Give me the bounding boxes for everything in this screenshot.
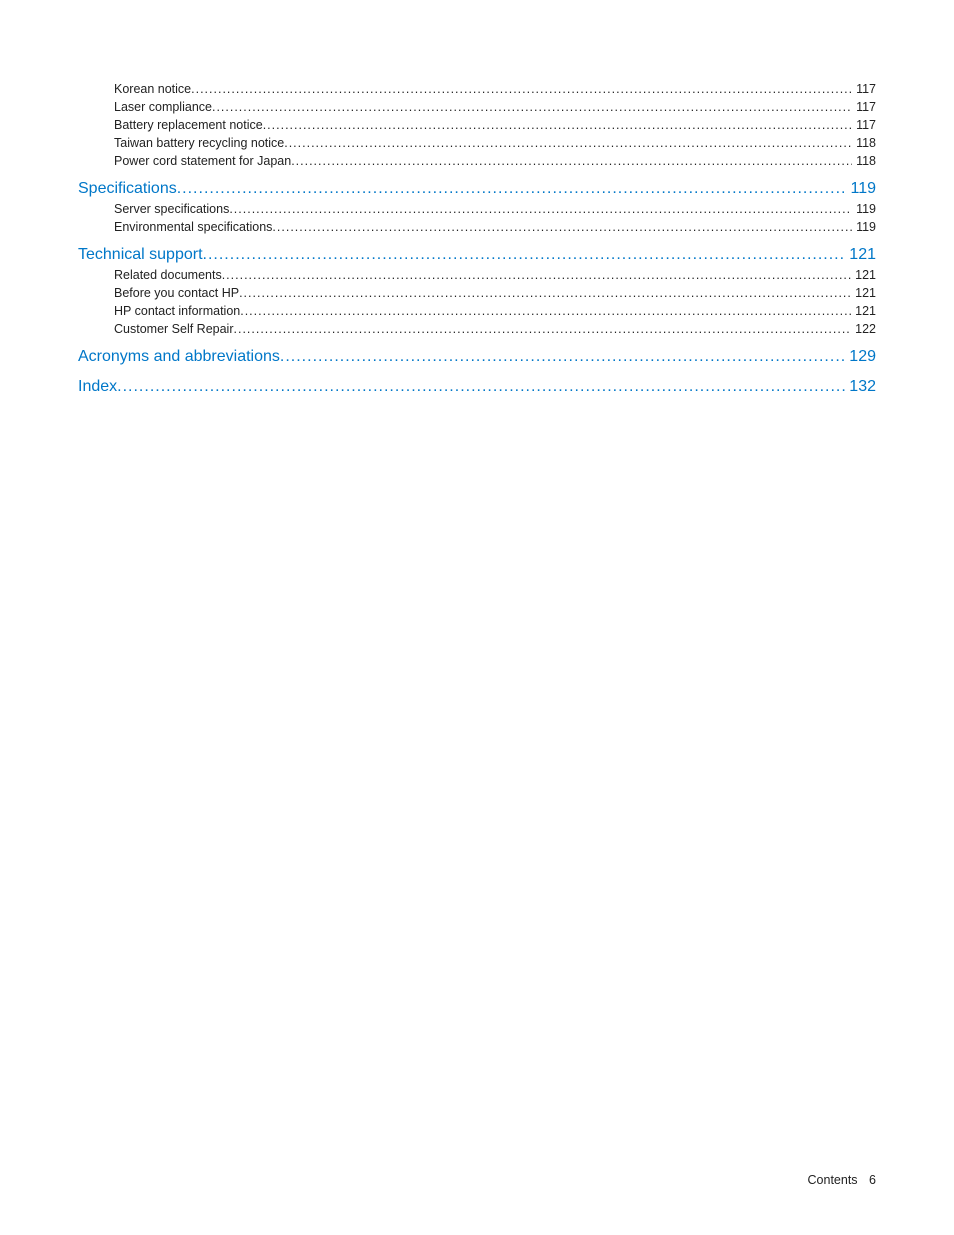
toc-leader-dots	[239, 284, 851, 302]
toc-page-number: 121	[851, 302, 876, 320]
toc-subentry[interactable]: Customer Self Repair 122	[78, 320, 876, 338]
toc-subentry[interactable]: Environmental specifications 119	[78, 218, 876, 236]
toc-subentry[interactable]: Power cord statement for Japan 118	[78, 152, 876, 170]
footer-page-number: 6	[861, 1173, 876, 1187]
toc-label: Server specifications	[114, 200, 229, 218]
toc-leader-dots	[291, 152, 852, 170]
toc-page-number: 121	[851, 284, 876, 302]
toc-label: HP contact information	[114, 302, 240, 320]
toc-label: Customer Self Repair	[114, 320, 234, 338]
table-of-contents: Korean notice 117Laser compliance 117Bat…	[78, 80, 876, 398]
toc-label: Laser compliance	[114, 98, 212, 116]
toc-label: Korean notice	[114, 80, 191, 98]
toc-page-number: 117	[852, 98, 876, 116]
toc-page-number: 118	[852, 134, 876, 152]
toc-page-number: 119	[852, 218, 876, 236]
toc-label: Acronyms and abbreviations	[78, 346, 280, 368]
toc-page-number: 117	[852, 80, 876, 98]
toc-leader-dots	[280, 346, 845, 368]
toc-page-number: 118	[852, 152, 876, 170]
toc-leader-dots	[263, 116, 852, 134]
toc-label: Battery replacement notice	[114, 116, 263, 134]
toc-page-number: 132	[845, 376, 876, 398]
toc-leader-dots	[191, 80, 852, 98]
toc-label: Related documents	[114, 266, 222, 284]
toc-leader-dots	[212, 98, 852, 116]
toc-page-number: 119	[852, 200, 876, 218]
toc-subentry[interactable]: Server specifications 119	[78, 200, 876, 218]
toc-heading[interactable]: Acronyms and abbreviations 129	[78, 346, 876, 368]
toc-subentry[interactable]: Related documents 121	[78, 266, 876, 284]
toc-label: Environmental specifications	[114, 218, 272, 236]
toc-subentry[interactable]: Laser compliance 117	[78, 98, 876, 116]
toc-leader-dots	[234, 320, 852, 338]
toc-label: Technical support	[78, 244, 203, 266]
footer-label: Contents	[808, 1173, 858, 1187]
toc-subentry[interactable]: Battery replacement notice 117	[78, 116, 876, 134]
toc-leader-dots	[240, 302, 851, 320]
toc-leader-dots	[222, 266, 851, 284]
toc-page-number: 121	[851, 266, 876, 284]
toc-leader-dots	[177, 178, 847, 200]
page-footer: Contents 6	[808, 1173, 876, 1187]
toc-label: Power cord statement for Japan	[114, 152, 291, 170]
toc-leader-dots	[272, 218, 852, 236]
toc-leader-dots	[229, 200, 852, 218]
toc-leader-dots	[203, 244, 846, 266]
toc-subentry[interactable]: HP contact information 121	[78, 302, 876, 320]
toc-label: Specifications	[78, 178, 177, 200]
toc-leader-dots	[117, 376, 845, 398]
toc-page-number: 129	[845, 346, 876, 368]
toc-subentry[interactable]: Taiwan battery recycling notice 118	[78, 134, 876, 152]
toc-page-number: 119	[846, 178, 876, 200]
toc-heading[interactable]: Index 132	[78, 376, 876, 398]
toc-page-number: 117	[852, 116, 876, 134]
toc-label: Index	[78, 376, 117, 398]
toc-label: Before you contact HP	[114, 284, 239, 302]
toc-subentry[interactable]: Korean notice 117	[78, 80, 876, 98]
toc-page-number: 121	[845, 244, 876, 266]
toc-heading[interactable]: Technical support 121	[78, 244, 876, 266]
toc-heading[interactable]: Specifications 119	[78, 178, 876, 200]
toc-page-number: 122	[851, 320, 876, 338]
toc-label: Taiwan battery recycling notice	[114, 134, 284, 152]
toc-subentry[interactable]: Before you contact HP 121	[78, 284, 876, 302]
toc-leader-dots	[284, 134, 852, 152]
